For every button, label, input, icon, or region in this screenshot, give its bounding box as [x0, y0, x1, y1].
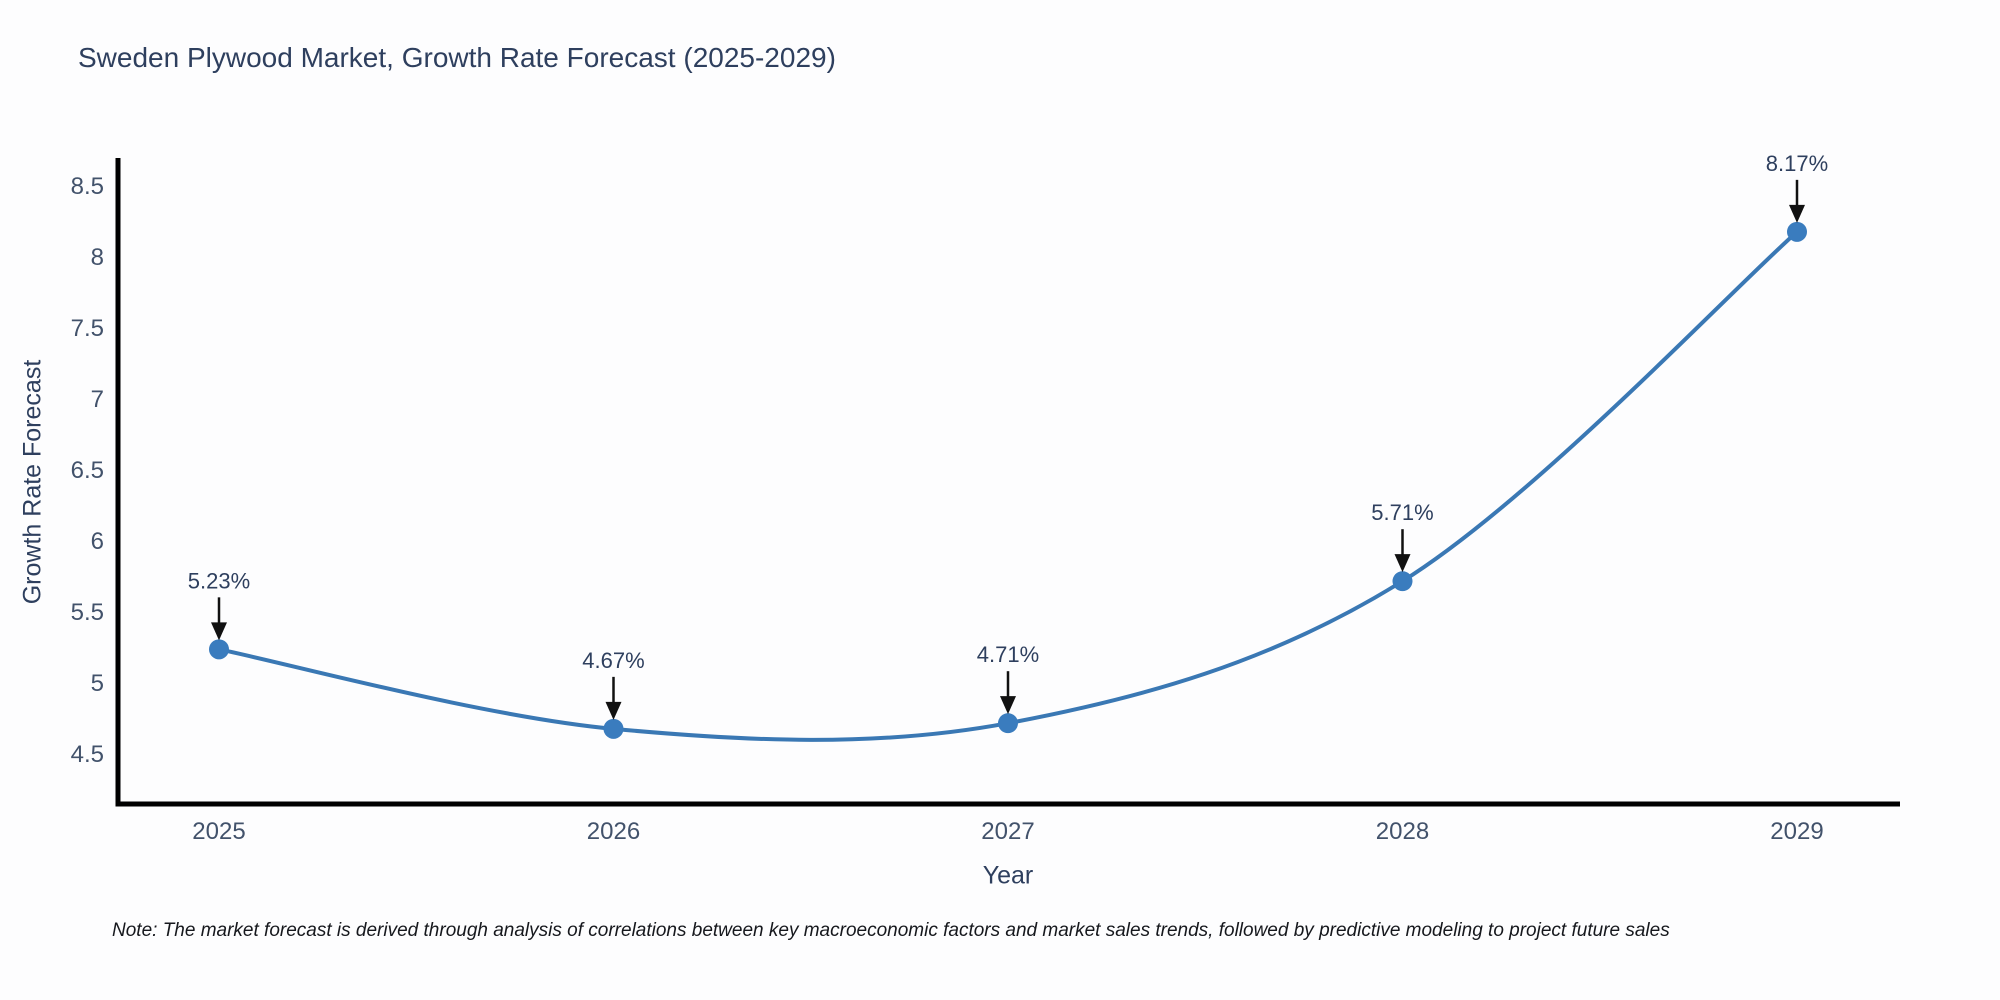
data-point-label: 5.71%: [1371, 500, 1433, 525]
y-tick-label: 6.5: [71, 457, 104, 484]
y-tick-label: 7: [91, 386, 104, 413]
footnote: Note: The market forecast is derived thr…: [112, 920, 1670, 941]
annotation-arrowhead-icon: [605, 701, 622, 720]
data-point-2029[interactable]: [1787, 221, 1807, 242]
x-tick-label: 2026: [587, 818, 640, 845]
chart-title: Sweden Plywood Market, Growth Rate Forec…: [78, 42, 836, 73]
y-tick-label: 6: [91, 528, 104, 555]
y-tick-label: 5.5: [71, 599, 104, 626]
x-tick-label: 2029: [1770, 818, 1823, 845]
data-point-label: 4.67%: [582, 648, 644, 673]
x-tick-label: 2028: [1376, 818, 1429, 845]
x-tick-label: 2025: [192, 818, 245, 845]
x-tick-label: 2027: [981, 818, 1034, 845]
annotation-arrowhead-icon: [1394, 554, 1411, 573]
y-tick-label: 4.5: [71, 741, 104, 768]
data-point-label: 8.17%: [1766, 151, 1828, 176]
growth-rate-line: [218, 230, 1799, 742]
y-tick-label: 8: [91, 244, 104, 271]
data-point-label: 5.23%: [188, 568, 250, 593]
data-point-2027[interactable]: [998, 713, 1018, 734]
y-tick-label: 8.5: [71, 173, 104, 200]
y-tick-label: 7.5: [71, 315, 104, 342]
data-point-label: 4.71%: [977, 642, 1039, 667]
data-point-2025[interactable]: [209, 639, 229, 660]
annotation-arrowhead-icon: [1789, 204, 1805, 223]
data-point-2028[interactable]: [1392, 571, 1413, 592]
data-point-2026[interactable]: [603, 718, 624, 739]
x-axis-title: Year: [982, 861, 1034, 890]
annotation-arrowhead-icon: [211, 622, 227, 641]
y-tick-label: 5: [91, 670, 104, 697]
annotation-arrowhead-icon: [1000, 696, 1016, 715]
